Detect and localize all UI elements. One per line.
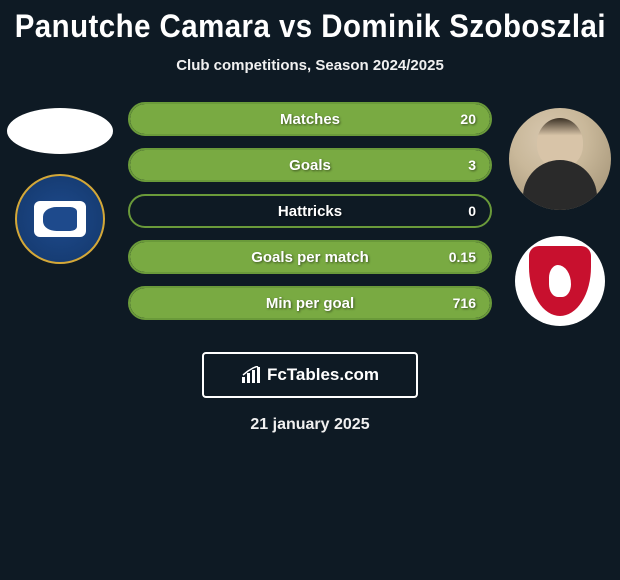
- stat-value-right: 0: [468, 203, 476, 219]
- brand-text: FcTables.com: [267, 365, 379, 385]
- stat-label: Goals: [289, 157, 331, 174]
- club-badge-left: [15, 174, 105, 264]
- stat-label: Hattricks: [278, 203, 342, 220]
- left-player-column: [0, 102, 120, 264]
- stat-value-right: 0.15: [449, 249, 476, 265]
- stat-bar: Min per goal 716: [128, 286, 492, 320]
- page-title: Panutche Camara vs Dominik Szoboszlai: [14, 8, 605, 45]
- right-player-column: [500, 102, 620, 326]
- stat-value-right: 20: [460, 111, 476, 127]
- stat-label: Matches: [280, 111, 340, 128]
- stat-bar: Hattricks 0: [128, 194, 492, 228]
- stat-bar: Matches 20: [128, 102, 492, 136]
- chart-icon: [241, 366, 263, 384]
- stat-bar: Goals 3: [128, 148, 492, 182]
- stat-value-right: 3: [468, 157, 476, 173]
- stat-value-right: 716: [453, 295, 476, 311]
- player-photo-right: [509, 108, 611, 210]
- stats-bars: Matches 20 Goals 3 Hattricks 0 Goals per match…: [120, 102, 500, 320]
- comparison-card: Panutche Camara vs Dominik Szoboszlai Cl…: [0, 0, 620, 434]
- stat-label: Goals per match: [251, 249, 369, 266]
- stat-label: Min per goal: [266, 295, 354, 312]
- main-row: Matches 20 Goals 3 Hattricks 0 Goals per match…: [0, 102, 620, 332]
- subtitle: Club competitions, Season 2024/2025: [176, 57, 444, 74]
- club-badge-right: [515, 236, 605, 326]
- ipswich-horse-icon: [43, 207, 77, 231]
- player-photo-left: [7, 108, 113, 154]
- stat-bar: Goals per match 0.15: [128, 240, 492, 274]
- liverpool-liverbird-icon: [549, 265, 571, 297]
- date-text: 21 january 2025: [250, 416, 369, 434]
- brand-box[interactable]: FcTables.com: [202, 352, 418, 398]
